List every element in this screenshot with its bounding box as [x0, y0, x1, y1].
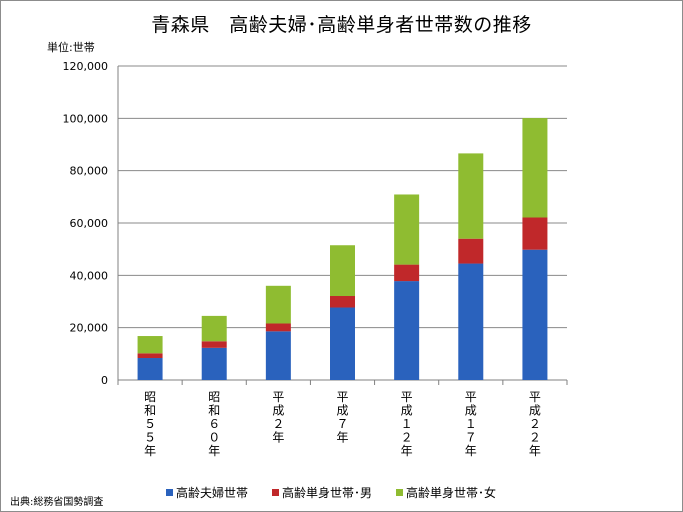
legend-swatch-series-1	[272, 489, 280, 496]
y-tick-label: 120,000	[63, 60, 109, 73]
bar-segment-series-2	[394, 194, 420, 265]
x-tick-label-char: 昭	[144, 390, 156, 404]
bar-segment-series-1	[137, 353, 163, 359]
legend-label-series-2: 高齢単身世帯･女	[406, 486, 497, 500]
source-note: 出典:総務省国勢調査	[10, 497, 104, 508]
x-tick-label-char: ５	[144, 431, 156, 445]
x-tick-label-char: 年	[401, 444, 413, 458]
x-tick-label-char: １	[465, 417, 477, 431]
legend-label-series-1: 高齢単身世帯･男	[282, 486, 373, 500]
bar-segment-series-2	[458, 153, 484, 239]
bar-segment-series-1	[330, 296, 355, 308]
x-tick-label-char: 平	[272, 390, 284, 404]
y-tick-label: 60,000	[70, 217, 109, 230]
y-tick-label: 100,000	[63, 112, 109, 125]
x-tick-label-char: ５	[144, 417, 156, 431]
bar-segment-series-2	[522, 118, 548, 218]
y-axis-unit-label: 単位:世帯	[47, 41, 95, 54]
legend-item-series-0: 高齢夫婦世帯	[166, 484, 248, 501]
y-tick-label: 20,000	[70, 322, 109, 335]
bar-segment-series-0	[522, 249, 548, 380]
bar-segment-series-1	[394, 264, 420, 282]
x-tick-label-char: 成	[401, 404, 413, 418]
y-tick-label: 80,000	[70, 165, 109, 178]
bar-segment-series-2	[330, 245, 355, 297]
bar-segment-series-2	[265, 285, 291, 324]
bar-segment-series-1	[522, 217, 548, 250]
y-tick-label: 40,000	[70, 269, 109, 282]
x-tick-label-char: 平	[401, 390, 413, 404]
legend-label-series-0: 高齢夫婦世帯	[176, 486, 249, 500]
x-tick-label-char: 平	[529, 390, 541, 404]
legend-swatch-series-0	[166, 489, 173, 496]
x-tick-label-char: ６	[208, 417, 220, 431]
bar-segment-series-2	[201, 315, 227, 342]
x-tick-label-char: 年	[272, 431, 284, 445]
x-tick-label-char: ７	[465, 431, 477, 445]
x-tick-label-char: 昭	[208, 390, 220, 404]
x-tick-label-char: 年	[529, 444, 541, 458]
x-tick-label-char: ０	[208, 431, 220, 445]
x-tick-label-char: 年	[144, 444, 156, 458]
bar-segment-series-0	[201, 347, 227, 380]
x-tick-label-char: １	[401, 417, 413, 431]
x-tick-label-char: ２	[529, 417, 541, 431]
x-tick-label-char: 平	[336, 390, 348, 404]
x-tick-label-char: 成	[529, 404, 541, 418]
legend-swatch-series-2	[396, 489, 404, 496]
legend: 高齢夫婦世帯 高齢単身世帯･男 高齢単身世帯･女	[166, 484, 496, 501]
legend-item-series-2: 高齢単身世帯･女	[396, 484, 496, 501]
x-tick-label-char: 和	[208, 404, 220, 418]
x-tick-label-char: 平	[465, 390, 477, 404]
x-tick-label-char: 成	[465, 404, 477, 418]
bar-segment-series-2	[137, 336, 163, 354]
x-tick-label-char: 和	[144, 404, 156, 418]
x-tick-label-char: 年	[208, 444, 220, 458]
bar-segment-series-0	[458, 263, 484, 380]
bar-segment-series-1	[265, 323, 291, 332]
x-tick-label-char: ７	[336, 417, 348, 431]
x-tick-label-char: 年	[465, 444, 477, 458]
legend-item-series-1: 高齢単身世帯･男	[272, 484, 372, 501]
x-tick-label-char: 年	[336, 431, 348, 445]
x-tick-label-char: 成	[272, 404, 284, 418]
chart-title: 青森県 高齢夫婦･高齢単身者世帯数の推移	[151, 14, 532, 36]
x-tick-label-char: ２	[401, 431, 413, 445]
x-tick-label-char: ２	[272, 417, 284, 431]
bar-segment-series-1	[201, 341, 227, 348]
y-tick-label: 0	[101, 374, 108, 387]
x-tick-label-char: ２	[529, 431, 541, 445]
bar-segment-series-0	[394, 281, 420, 380]
x-tick-label-char: 成	[336, 404, 348, 418]
bar-segment-series-0	[137, 358, 163, 380]
bar-segment-series-1	[458, 238, 484, 264]
bar-segment-series-0	[330, 307, 355, 380]
bar-segment-series-0	[265, 331, 291, 380]
